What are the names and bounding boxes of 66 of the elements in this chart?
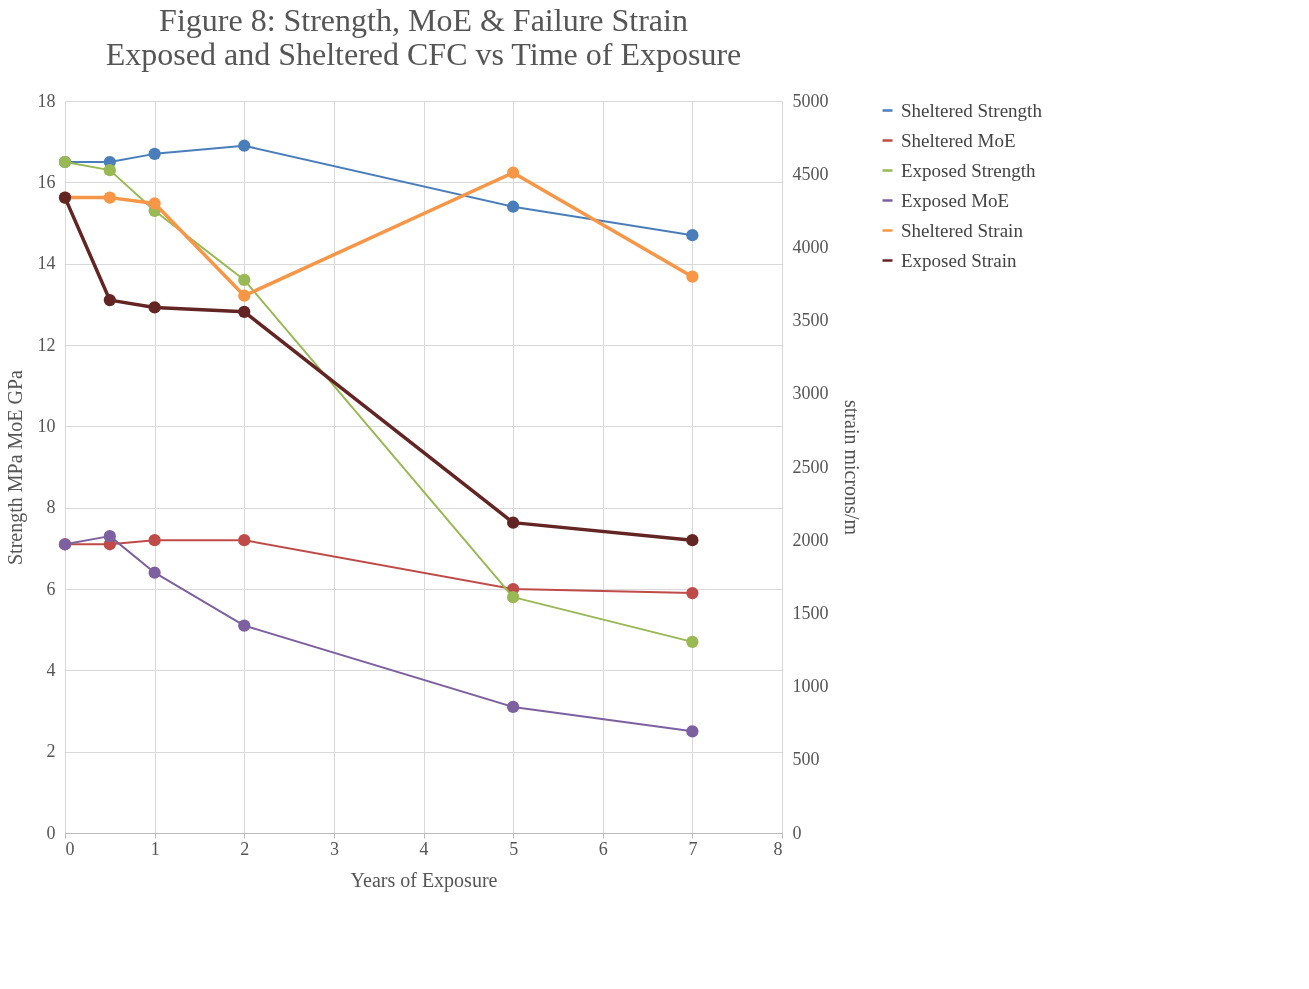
y-tick-label: 2 (46, 741, 56, 762)
y2-tick-label: 2500 (792, 456, 829, 477)
point (686, 725, 699, 738)
y2-tick-label: 5000 (792, 90, 829, 111)
y-tick-label: 4 (46, 659, 56, 680)
point (507, 591, 520, 604)
y2-tick-label: 3000 (792, 383, 829, 404)
x-tick-label: 5 (509, 838, 519, 859)
x-tick-label: 8 (773, 838, 783, 859)
legend-label: Exposed Strain (901, 249, 1018, 271)
point (103, 164, 116, 177)
y2-tick-label: 4000 (792, 236, 829, 257)
point (238, 139, 251, 152)
legend-label: Sheltered Strength (901, 99, 1043, 121)
point (148, 197, 161, 210)
y2-tick-label: 4500 (792, 163, 829, 184)
point (507, 700, 520, 714)
x-tick-label: 7 (688, 838, 698, 859)
y2-axis-title: strain microns/m (840, 400, 863, 536)
y2-tick-label: 2000 (792, 529, 829, 550)
y-tick-label: 12 (37, 334, 56, 355)
y2-tick-label: 1500 (792, 602, 829, 623)
point (148, 566, 161, 579)
point (148, 147, 161, 160)
point (507, 166, 520, 179)
y-tick-label: 0 (46, 822, 56, 843)
y-axis-title: Strength MPa MoE GPa (3, 369, 27, 565)
x-axis-title: Years of Exposure (350, 868, 498, 892)
x-tick-label: 2 (240, 838, 250, 859)
y-tick-label: 18 (37, 90, 56, 111)
point (238, 534, 251, 547)
point (238, 289, 251, 302)
point (103, 191, 116, 204)
y2-tick-label: 500 (792, 749, 820, 770)
y2-tick-label: 3500 (792, 310, 829, 331)
text: Figure 8: Strength, MoE & Failure Strain (159, 2, 688, 38)
point (148, 301, 161, 314)
legend-label: Sheltered Strain (901, 219, 1024, 241)
y2-tick-label: 1000 (792, 676, 829, 697)
point (686, 586, 699, 600)
point (148, 534, 161, 547)
legend-label: Exposed Strength (901, 159, 1037, 181)
x-tick-label: 1 (150, 838, 160, 859)
x-tick-label: 3 (329, 838, 339, 859)
y-tick-label: 16 (37, 171, 56, 192)
x-tick-label: 6 (598, 838, 608, 859)
y-tick-label: 6 (46, 578, 56, 599)
point (103, 293, 116, 307)
point (103, 530, 116, 543)
point (686, 534, 699, 547)
y-tick-label: 8 (46, 497, 56, 518)
y-tick-label: 14 (37, 253, 56, 274)
point (507, 200, 520, 213)
point (238, 305, 251, 318)
x-tick-label: 4 (419, 838, 429, 859)
y2-tick-label: 0 (792, 822, 802, 843)
point (686, 270, 699, 283)
legend-label: Sheltered MoE (901, 129, 1016, 151)
point (686, 635, 699, 648)
y-tick-label: 10 (37, 415, 56, 436)
point (507, 516, 520, 529)
point (238, 273, 251, 287)
x-tick-label: 0 (65, 838, 75, 859)
legend-label: Exposed MoE (901, 189, 1010, 211)
point (238, 619, 251, 632)
point (686, 229, 699, 242)
